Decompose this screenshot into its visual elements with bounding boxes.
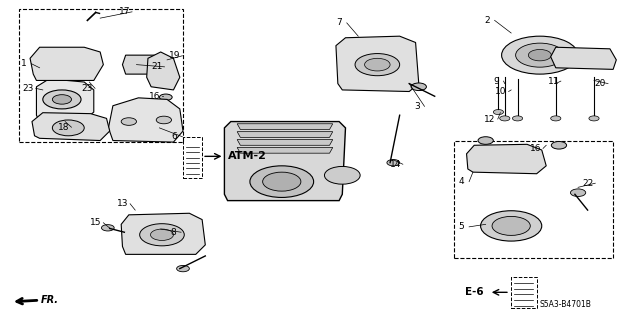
Circle shape [140, 224, 184, 246]
Circle shape [324, 167, 360, 184]
Text: 16: 16 [530, 144, 541, 153]
Text: 5: 5 [459, 222, 465, 231]
Circle shape [52, 120, 84, 136]
Circle shape [500, 116, 510, 121]
Text: 18: 18 [58, 123, 70, 132]
Polygon shape [108, 98, 183, 142]
Circle shape [121, 118, 136, 125]
Text: S5A3-B4701B: S5A3-B4701B [540, 300, 592, 309]
Text: 8: 8 [171, 228, 176, 237]
Circle shape [551, 141, 566, 149]
Polygon shape [237, 140, 333, 145]
Circle shape [550, 116, 561, 121]
Text: 7: 7 [336, 19, 342, 27]
Polygon shape [147, 52, 180, 90]
Circle shape [529, 49, 551, 61]
Text: ATM-2: ATM-2 [228, 151, 266, 161]
Text: 17: 17 [118, 7, 130, 16]
Text: 22: 22 [582, 179, 593, 188]
Polygon shape [336, 36, 419, 92]
Polygon shape [467, 144, 546, 174]
Text: 10: 10 [495, 87, 507, 96]
Text: E-6: E-6 [465, 287, 484, 297]
Circle shape [355, 54, 399, 76]
Text: 3: 3 [414, 102, 420, 111]
Text: 21: 21 [151, 62, 163, 71]
Circle shape [52, 95, 72, 104]
Polygon shape [237, 132, 333, 137]
Text: 23: 23 [82, 84, 93, 93]
Text: 13: 13 [116, 199, 128, 208]
Circle shape [493, 109, 504, 115]
Circle shape [250, 166, 314, 197]
Text: FR.: FR. [41, 295, 59, 305]
Circle shape [101, 225, 114, 231]
Text: 14: 14 [390, 160, 401, 169]
Text: 4: 4 [459, 177, 464, 186]
Circle shape [513, 116, 523, 121]
Text: 1: 1 [21, 59, 27, 68]
Circle shape [177, 265, 189, 272]
Polygon shape [36, 79, 94, 122]
Circle shape [478, 137, 493, 144]
Circle shape [492, 216, 531, 235]
Circle shape [516, 43, 564, 67]
Circle shape [150, 229, 173, 241]
Circle shape [589, 116, 599, 121]
Text: 2: 2 [484, 16, 490, 25]
Polygon shape [237, 147, 333, 153]
Circle shape [156, 116, 172, 124]
Circle shape [43, 90, 81, 109]
Circle shape [481, 211, 541, 241]
Polygon shape [237, 124, 333, 130]
Polygon shape [32, 113, 109, 141]
Circle shape [262, 172, 301, 191]
Circle shape [502, 36, 578, 74]
Text: 15: 15 [90, 218, 102, 227]
Polygon shape [225, 122, 346, 201]
Circle shape [159, 94, 172, 100]
Text: 19: 19 [169, 51, 180, 60]
Polygon shape [122, 55, 157, 74]
Circle shape [411, 83, 426, 91]
Text: 9: 9 [493, 77, 499, 85]
Circle shape [387, 160, 399, 166]
Text: 23: 23 [22, 84, 34, 93]
Circle shape [365, 58, 390, 71]
Circle shape [570, 189, 586, 197]
Polygon shape [30, 47, 103, 80]
Text: 20: 20 [595, 79, 606, 88]
Polygon shape [121, 213, 205, 254]
Text: 6: 6 [172, 132, 177, 141]
Text: 12: 12 [484, 115, 496, 123]
Text: 16: 16 [148, 92, 160, 101]
Polygon shape [550, 47, 616, 69]
Text: 11: 11 [547, 77, 559, 85]
